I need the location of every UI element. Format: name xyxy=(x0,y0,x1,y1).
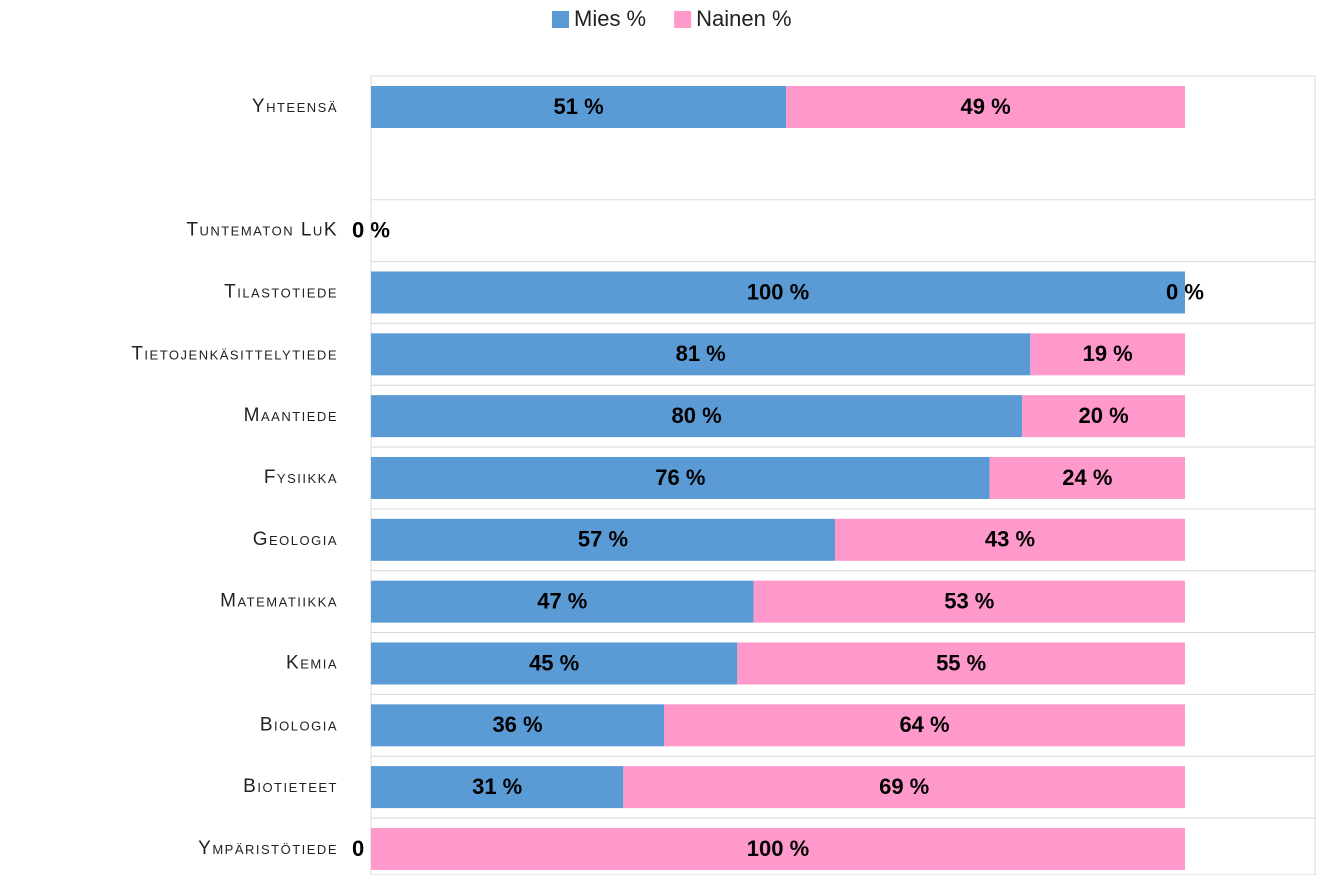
value-label: 47 % xyxy=(537,588,587,613)
bar-segment xyxy=(371,766,624,809)
bar-segment xyxy=(371,704,665,747)
category-label: Geologia xyxy=(253,529,338,550)
value-label: 100 % xyxy=(747,836,809,861)
category-label: Tuntematon LuK xyxy=(186,220,338,241)
value-label: 51 % xyxy=(553,94,603,119)
value-label: 64 % xyxy=(899,712,949,737)
value-label: 19 % xyxy=(1083,341,1133,366)
bar-segment xyxy=(786,86,1185,128)
category-label: Biologia xyxy=(260,714,338,735)
value-label: 57 % xyxy=(578,527,628,552)
category-label: Kemia xyxy=(286,652,338,673)
value-label: 0 % xyxy=(352,217,390,242)
category-label: Fysiikka xyxy=(264,467,338,488)
value-label: 55 % xyxy=(936,650,986,675)
bar-segment xyxy=(623,766,1185,809)
value-label: 20 % xyxy=(1079,403,1129,428)
category-label: Maantiede xyxy=(244,405,338,426)
category-label: Ympäristötiede xyxy=(198,838,338,859)
bar-segment xyxy=(371,827,1185,870)
legend-swatch xyxy=(552,11,569,28)
value-label: 31 % xyxy=(472,774,522,799)
bar-segment xyxy=(1022,395,1185,438)
category-label: Yhteensä xyxy=(252,96,338,117)
bar-segment xyxy=(834,518,1185,561)
legend-label: Nainen % xyxy=(696,6,791,31)
bar-segment xyxy=(371,518,835,561)
bar-segment xyxy=(371,395,1023,438)
bar-segment xyxy=(737,642,1185,685)
bar-segment xyxy=(753,580,1185,623)
value-label: 100 % xyxy=(747,279,809,304)
bar-segment xyxy=(371,86,787,128)
bar-segment xyxy=(1030,333,1185,376)
category-label: Biotieteet xyxy=(243,776,338,797)
category-label: Matematiikka xyxy=(220,591,338,612)
value-label: 76 % xyxy=(655,465,705,490)
bar-segment xyxy=(371,580,754,623)
category-label: Tilastotiede xyxy=(224,282,338,303)
value-label: 43 % xyxy=(985,527,1035,552)
value-label: 69 % xyxy=(879,774,929,799)
bar-segment xyxy=(371,333,1031,376)
value-label: 53 % xyxy=(944,588,994,613)
bar-segment xyxy=(989,456,1185,499)
bar-segment xyxy=(371,642,738,685)
category-label: Tietojenkäsittelytiede xyxy=(131,343,338,364)
legend-swatch xyxy=(674,11,692,28)
value-label: 81 % xyxy=(676,341,726,366)
value-label: 24 % xyxy=(1062,465,1112,490)
value-label: 36 % xyxy=(492,712,542,737)
value-label: 0 % xyxy=(1166,279,1204,304)
value-label: 45 % xyxy=(529,650,579,675)
value-label: 49 % xyxy=(960,94,1010,119)
bar-segment xyxy=(371,456,990,499)
value-label: 80 % xyxy=(672,403,722,428)
bar-segment xyxy=(371,271,1185,314)
legend-label: Mies % xyxy=(574,6,646,31)
bar-segment xyxy=(664,704,1185,747)
